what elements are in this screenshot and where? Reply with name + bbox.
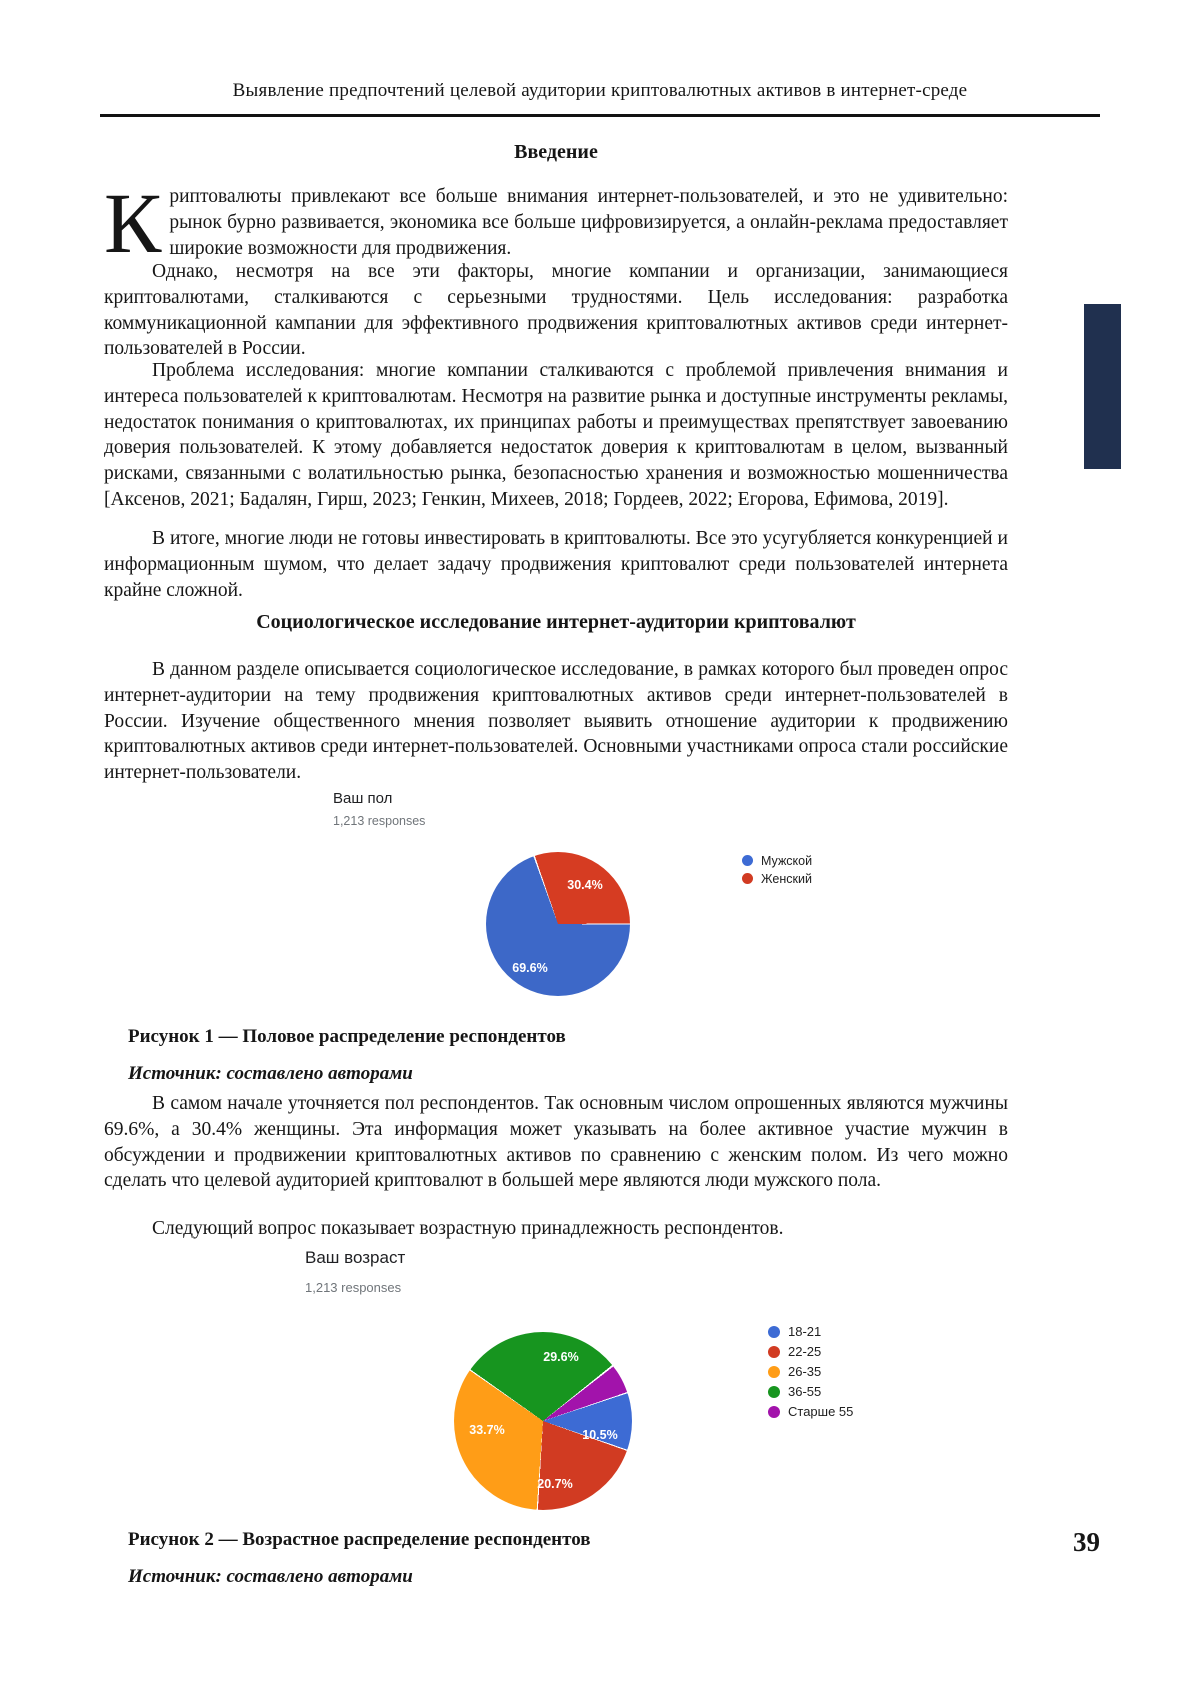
legend-dot-red-icon	[768, 1345, 780, 1358]
figure1-response-count: 1,213 responses	[333, 814, 426, 828]
side-tab-marker	[1084, 304, 1121, 469]
pie1-label-male: 69.6%	[512, 961, 548, 975]
legend-label-22-25: 22-25	[788, 1344, 822, 1359]
pie2-label-22-25: 20.7%	[537, 1477, 573, 1491]
figure2-response-count: 1,213 responses	[305, 1280, 402, 1295]
drop-cap: К	[104, 175, 162, 271]
legend-dot-green-icon	[768, 1385, 780, 1398]
legend-label-female: Женский	[761, 871, 812, 886]
page-number: 39	[1073, 1527, 1100, 1557]
intro-paragraph-3: Проблема исследования: многие компании с…	[104, 360, 1008, 510]
figure1-legend: Мужской Женский	[742, 854, 812, 890]
header-rule	[100, 114, 1100, 117]
figure2-question-title: Ваш возраст	[305, 1248, 406, 1267]
intro-paragraph-2: Однако, несмотря на все эти факторы, мно…	[104, 261, 1008, 360]
pie2-label-18-21: 10.5%	[582, 1428, 618, 1442]
legend-item-55plus: Старше 55	[768, 1404, 853, 1419]
legend-dot-red-icon	[742, 873, 753, 884]
survey-paragraph-2: В самом начале уточняется пол респондент…	[104, 1093, 1008, 1192]
legend-item-18-21: 18-21	[768, 1324, 853, 1339]
legend-item-26-35: 26-35	[768, 1364, 853, 1379]
legend-item-22-25: 22-25	[768, 1344, 853, 1359]
survey-paragraph-3: Следующий вопрос показывает возрастную п…	[152, 1218, 784, 1239]
intro-heading: Введение	[514, 141, 598, 163]
legend-label-male: Мужской	[761, 853, 813, 868]
running-head: Выявление предпочтений целевой аудитории…	[232, 80, 968, 101]
intro-paragraph-1-text: риптовалюты привлекают все больше вниман…	[169, 186, 1008, 259]
legend-dot-blue-icon	[768, 1325, 780, 1338]
pie2-label-36-55: 29.6%	[543, 1350, 579, 1364]
figure1-question-title: Ваш пол	[333, 790, 393, 807]
figure1-caption: Рисунок 1 — Половое распределение респон…	[128, 1026, 566, 1047]
legend-label-26-35: 26-35	[788, 1364, 822, 1379]
legend-item-36-55: 36-55	[768, 1384, 853, 1399]
figure1-pie: 69.6% 30.4%	[486, 852, 630, 996]
figure2-chart: Ваш возраст 1,213 responses 10.5% 20.7% …	[280, 1246, 920, 1526]
legend-dot-blue-icon	[742, 855, 753, 866]
legend-label-18-21: 18-21	[788, 1324, 822, 1339]
figure1-chart: Ваш пол 1,213 responses 69.6% 30.4% Мужс…	[330, 788, 930, 1028]
pie2-label-26-35: 33.7%	[469, 1423, 505, 1437]
survey-paragraph-1: В данном разделе описывается социологиче…	[104, 659, 1008, 784]
legend-label-36-55: 36-55	[788, 1384, 822, 1399]
legend-item-female: Женский	[742, 871, 812, 886]
figure1-source: Источник: составлено авторами	[128, 1063, 413, 1084]
legend-item-male: Мужской	[742, 853, 813, 868]
survey-section-heading: Социологическое исследование интернет-ау…	[256, 611, 856, 633]
figure2-caption: Рисунок 2 — Возрастное распределение рес…	[128, 1529, 591, 1550]
legend-dot-purple-icon	[768, 1405, 780, 1418]
intro-paragraph-4: В итоге, многие люди не готовы инвестиро…	[104, 528, 1008, 601]
legend-label-55plus: Старше 55	[788, 1404, 854, 1419]
figure2-source: Источник: составлено авторами	[128, 1566, 413, 1587]
figure2-pie: 10.5% 20.7% 33.7% 29.6%	[454, 1332, 632, 1510]
pie1-label-female: 30.4%	[567, 878, 603, 892]
legend-dot-orange-icon	[768, 1365, 780, 1378]
figure2-legend: 18-21 22-25 26-35 36-55 Старше 55	[768, 1324, 853, 1424]
